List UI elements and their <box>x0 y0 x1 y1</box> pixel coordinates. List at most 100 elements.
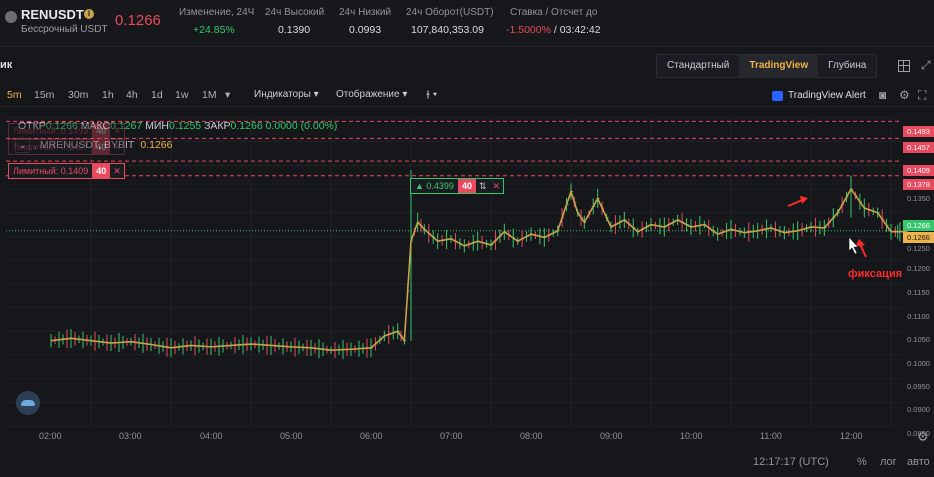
series-label: , MRENUSDT, BYBIT <box>34 139 135 151</box>
stat-value: 0.0993 <box>349 24 382 36</box>
layout-grid-icon[interactable] <box>898 60 910 72</box>
legend-low: 0.1255 <box>169 120 202 132</box>
camera-icon[interactable]: ◙ <box>879 88 887 102</box>
order-text: Лимитный: 0.1409 <box>13 166 89 176</box>
chart-canvas[interactable] <box>0 108 934 477</box>
time-axis-label: 11:00 <box>760 431 782 441</box>
price-axis-label: 0.1150 <box>907 288 930 297</box>
price-tag-order: 0.1493 <box>903 126 934 137</box>
time-axis-label: 04:00 <box>200 431 223 441</box>
symbol-name[interactable]: RENUSDT <box>21 7 84 22</box>
limit-order-label[interactable]: Лимитный: 0.1409 40 ✕ <box>8 163 125 179</box>
time-axis-label: 10:00 <box>680 431 703 441</box>
stat-label: Ставка / Отсчет до <box>510 7 598 18</box>
price-axis-label: 0.0900 <box>907 405 930 414</box>
order-text: Лимитный: 0.1493 <box>13 126 89 136</box>
chart-view-tabs: Стандартный TradingView Глубина <box>656 54 878 78</box>
settings-icon[interactable]: ⚙ <box>899 88 910 102</box>
timeframe-more-button[interactable]: ▾ <box>225 89 231 101</box>
info-icon[interactable]: i <box>84 9 94 19</box>
timeframe-1M[interactable]: 1M <box>202 89 217 101</box>
timeframe-1h[interactable]: 1h <box>102 89 114 101</box>
arrow-annotation <box>859 243 867 258</box>
take-profit-label[interactable]: ▲ 0.4399 40 ⇅ ✕ <box>410 178 505 194</box>
stat-label: 24ч Низкий <box>339 7 392 18</box>
stat-high-24h: 24ч Высокий 0.1390 <box>265 7 324 36</box>
tp-qty: 40 <box>457 179 476 193</box>
fullscreen-icon[interactable]: ⛶ <box>918 88 927 102</box>
expand-icon[interactable]: ⤢ <box>921 58 931 72</box>
time-axis-label: 07:00 <box>440 431 463 441</box>
price-chart[interactable]: ОТКР0.1266 МАКС0.1267 МИН0.1255 ЗАКР0.12… <box>0 108 934 477</box>
tradingview-logo-icon <box>16 391 40 415</box>
limit-order-label[interactable]: Лимитный: 0.1457 40 ✕ <box>8 139 125 155</box>
price-line <box>50 187 912 351</box>
price-tag-order: 0.1378 <box>903 179 934 190</box>
limit-order-label[interactable]: Лимитный: 0.1493 40 ✕ <box>8 123 125 139</box>
timeframe-1w[interactable]: 1w <box>175 89 189 101</box>
chart-view-bar: ик Стандартный TradingView Глубина ⤢ <box>0 52 934 78</box>
time-axis-label: 02:00 <box>39 431 62 441</box>
toggle-icon[interactable]: ⇅ <box>478 181 487 191</box>
tradingview-alert-button[interactable]: TradingView Alert <box>772 88 866 104</box>
price-tag-order: 0.1457 <box>903 142 934 153</box>
legend-close: 0.1266 <box>230 120 263 132</box>
stat-turnover-24h: 24ч Оборот(USDT) 107,840,353.09 <box>406 7 494 36</box>
tab-tradingview[interactable]: TradingView <box>739 55 819 77</box>
legend-close-label: ЗАКР <box>204 120 231 132</box>
mouse-cursor <box>848 236 859 255</box>
legend-open-label: ОТКР <box>18 120 46 132</box>
price-axis-label: 0.1000 <box>907 359 930 368</box>
tab-depth[interactable]: Глубина <box>828 60 867 71</box>
price-tag-line: 0.1266 <box>903 232 934 243</box>
percent-scale-button[interactable]: % <box>857 456 867 468</box>
utc-clock: 12:17:17 (UTC) <box>753 456 829 468</box>
price-axis-label: 0.1200 <box>907 264 930 273</box>
tab-standard[interactable]: Стандартный <box>667 60 730 71</box>
funding-separator: / <box>550 24 560 36</box>
order-qty: 40 <box>92 164 111 178</box>
close-icon[interactable]: ✕ <box>492 181 501 191</box>
chart-type-dropdown[interactable]: ⫳ ▾ <box>426 89 438 100</box>
timeframe-1d[interactable]: 1d <box>151 89 163 101</box>
tp-text: ▲ 0.4399 <box>415 181 454 191</box>
timeframe-5m[interactable]: 5m <box>7 89 22 101</box>
stat-change-24h: Изменение, 24Ч +24.85% <box>179 7 254 36</box>
time-axis-label: 08:00 <box>520 431 543 441</box>
order-qty: 40 <box>92 140 111 154</box>
timeframe-30m[interactable]: 30m <box>68 89 89 101</box>
time-axis-label: 09:00 <box>600 431 623 441</box>
time-axis-label: 03:00 <box>119 431 142 441</box>
price-tag-last: 0.1266 <box>903 220 934 231</box>
time-axis-label: 06:00 <box>360 431 383 441</box>
last-price: 0.1266 <box>115 12 161 29</box>
funding-rate: -1.5000% <box>506 24 551 36</box>
funding-countdown: 03:42:42 <box>559 24 601 36</box>
auto-scale-button[interactable]: авто <box>907 456 930 468</box>
close-icon[interactable]: ✕ <box>113 166 121 176</box>
price-axis-label: 0.1250 <box>907 244 930 253</box>
annotation-text: фиксация <box>848 268 903 280</box>
stat-value: +24.85% <box>193 24 235 36</box>
legend-high-label: МАКС <box>81 120 110 132</box>
coin-icon <box>5 11 17 23</box>
axis-settings-icon[interactable]: ⚙ <box>917 429 929 444</box>
chart-toolbar: 5m 15m 30m 1h 4h 1d 1w 1M ▾ Индикаторы ▾… <box>0 86 934 107</box>
close-icon[interactable]: ✕ <box>113 142 121 152</box>
ticker-header: RENUSDT i Бессрочный USDT 0.1266 Изменен… <box>0 0 934 47</box>
stat-label: Изменение, 24Ч <box>179 7 255 18</box>
contract-type: Бессрочный USDT <box>21 24 108 35</box>
stat-low-24h: 24ч Низкий 0.0993 <box>339 7 391 36</box>
price-axis-label: 0.1350 <box>907 194 930 203</box>
series-value: 0.1266 <box>140 139 173 151</box>
log-scale-button[interactable]: лог <box>880 456 897 468</box>
timeframe-4h[interactable]: 4h <box>126 89 138 101</box>
legend-high: 0.1267 <box>110 120 143 132</box>
display-dropdown[interactable]: Отображение ▾ <box>336 89 408 100</box>
indicators-dropdown[interactable]: Индикаторы ▾ <box>254 89 319 100</box>
timeframe-15m[interactable]: 15m <box>34 89 55 101</box>
price-axis-label: 0.1100 <box>907 312 930 321</box>
chevron-down-icon[interactable]: ⌄ <box>15 138 30 153</box>
time-axis-label: 05:00 <box>280 431 303 441</box>
close-icon[interactable]: ✕ <box>113 126 121 136</box>
